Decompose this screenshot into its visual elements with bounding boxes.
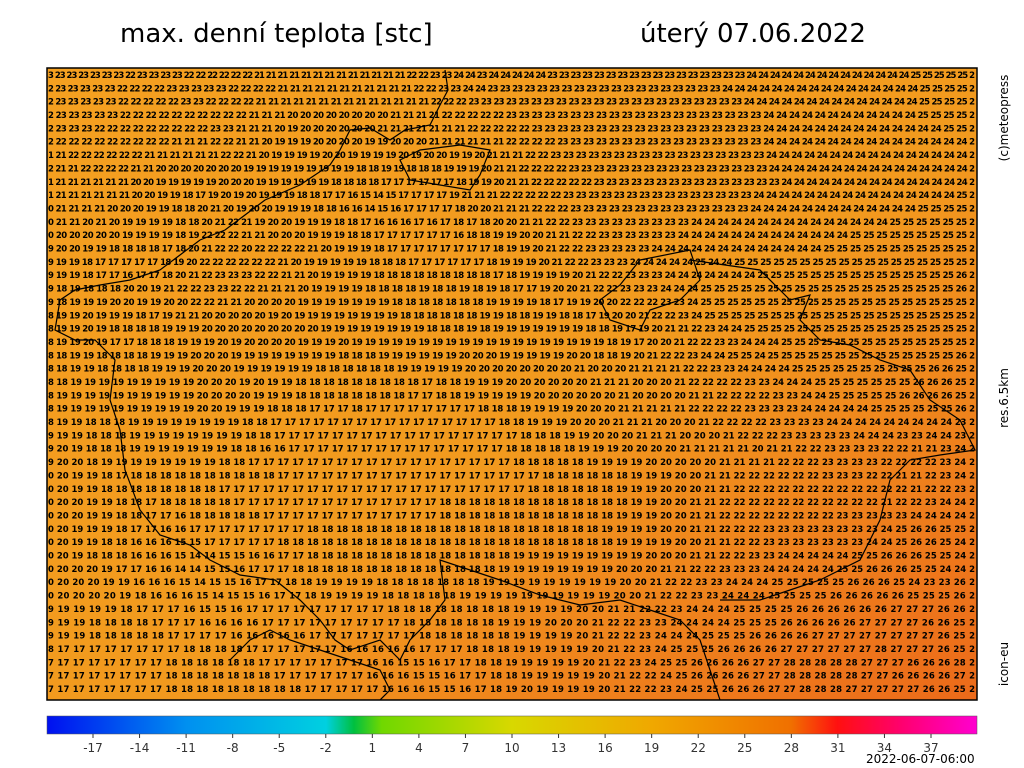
colorbar-tick-label: 10	[504, 741, 519, 755]
grid-row: 0 20 19 19 18 18 18 18 18 18 18 18 17 17…	[48, 485, 975, 495]
grid-row: 9 19 19 18 18 18 18 18 17 17 17 17 16 16…	[48, 632, 975, 642]
map-frame	[46, 67, 978, 701]
colorbar-tick-label: 28	[784, 741, 799, 755]
grid-row: 9 18 19 19 19 20 20 19 19 20 20 22 22 21…	[48, 298, 975, 308]
colorbar-tick-label: 13	[551, 741, 566, 755]
grid-row: 2 23 23 23 23 23 22 22 22 22 22 23 23 22…	[48, 98, 975, 108]
grid-row: 9 20 20 19 19 18 18 18 18 17 18 20 21 22…	[48, 245, 975, 255]
colorbar-tick-label: -5	[273, 741, 285, 755]
grid-row: 0 20 19 18 18 18 16 16 16 15 14 14 15 15…	[48, 552, 975, 562]
colorbar-tick-label: 4	[415, 741, 423, 755]
timestamp: 2022-06-07-06:00	[866, 752, 975, 766]
borders	[54, 69, 976, 700]
grid-row: 7 17 17 17 17 17 17 17 18 18 18 18 18 18…	[48, 672, 975, 682]
grid-row: 1 21 21 21 21 21 21 20 20 19 19 19 19 19…	[48, 178, 975, 188]
grid-row: 8 18 19 19 18 18 18 18 19 19 19 20 20 20…	[48, 351, 975, 361]
grid-row: 8 18 19 19 19 19 19 19 19 19 19 20 20 20…	[48, 378, 975, 388]
colorbar-tick-label: 22	[691, 741, 706, 755]
grid-row: 0 20 20 20 20 19 18 16 16 16 15 14 15 15…	[48, 592, 975, 602]
colorbar-tick-label: 34	[877, 741, 892, 755]
grid-row: 9 19 19 18 18 18 18 17 17 17 16 16 16 16…	[48, 618, 975, 628]
grid-row: 1 21 21 21 21 21 21 20 20 19 19 18 17 19…	[48, 191, 975, 201]
colorbar-tick-label: -2	[320, 741, 332, 755]
grid-row: 9 19 19 18 17 17 16 17 17 18 20 21 22 23…	[48, 271, 975, 281]
grid-row: 0 21 21 21 21 20 20 20 19 19 18 18 20 21…	[48, 204, 975, 214]
grid-row: 0 20 19 19 19 18 17 17 16 16 17 17 17 17…	[48, 525, 975, 535]
colorbar-tick-label: -8	[227, 741, 239, 755]
grid-row: 9 19 19 19 19 18 17 17 17 16 15 15 16 17…	[48, 605, 975, 615]
grid-row: 8 19 19 19 19 19 19 19 19 19 19 20 20 20…	[48, 391, 975, 401]
grid-row: 2 23 23 23 22 22 22 22 22 22 22 22 22 23…	[48, 124, 975, 134]
colorbar-tick-label: -11	[176, 741, 196, 755]
grid-row: 8 19 19 18 18 18 19 19 19 19 19 19 19 19…	[48, 418, 975, 428]
grid-row: 9 19 19 18 17 17 17 17 17 18 19 20 22 22…	[48, 258, 975, 268]
grid-row: 1 21 22 22 22 22 22 22 21 21 21 21 21 21…	[48, 151, 975, 161]
grid-row: 8 19 19 20 19 17 17 18 18 18 19 19 19 20…	[48, 338, 975, 348]
model: icon-eu	[997, 642, 1011, 686]
colorbar-tick-label: 37	[923, 741, 938, 755]
grid-row: 8 19 19 20 19 19 19 18 17 19 21 21 20 20…	[48, 311, 975, 321]
colorbar-tick-label: 16	[597, 741, 612, 755]
grid-row: 0 20 20 20 20 20 19 19 19 19 18 19 22 22…	[48, 231, 975, 241]
grid-row: 8 19 19 19 19 19 19 19 19 19 19 20 20 19…	[48, 405, 975, 415]
grid-row: 3 23 23 23 23 23 23 22 23 23 23 23 22 22…	[48, 71, 975, 81]
title: max. denní teplota [stc]	[120, 19, 433, 49]
colorbar-ticks: -17 -14 -11 -8 -5 -2 1 4 7 10 13 16 19 22 25 28 31 34 37	[83, 734, 939, 755]
grid-row: 0 20 20 20 19 17 17 16 16 14 14 15 15 16…	[48, 565, 975, 575]
grid-row: 8 18 19 19 18 18 18 18 19 19 19 20 20 20…	[48, 365, 975, 375]
grid-row: 8 17 17 17 17 17 17 17 17 18 18 18 18 17…	[48, 645, 975, 655]
copyright: (c)meteopress	[997, 75, 1011, 162]
grid-row: 0 20 20 19 19 18 18 17 18 18 18 18 18 17…	[48, 498, 975, 508]
grid-row: 0 20 19 19 18 17 18 18 18 18 18 18 18 18…	[48, 471, 975, 481]
grid-row: 2 21 21 22 22 22 22 21 21 20 20 20 20 20…	[48, 164, 975, 174]
colorbar-tick-label: 31	[830, 741, 845, 755]
value-grid: 3 23 23 23 23 23 23 22 23 23 23 23 22 22…	[48, 71, 975, 695]
grid-row: 7 17 17 17 17 17 17 17 18 18 18 18 18 18…	[48, 685, 975, 695]
grid-row: 2 22 22 22 22 22 22 22 22 22 21 21 21 22…	[48, 138, 975, 148]
grid-row: 2 23 23 23 23 23 22 22 22 22 22 22 22 22…	[48, 111, 975, 121]
colorbar-tick-label: -17	[83, 741, 103, 755]
grid-row: 2 23 23 23 23 23 22 22 22 22 23 23 23 23…	[48, 84, 975, 94]
grid-row: 9 20 19 18 18 18 19 19 19 19 19 19 19 18…	[48, 445, 975, 455]
colorbar-tick-label: -14	[130, 741, 150, 755]
map-background	[47, 68, 977, 700]
grid-row: 0 20 19 19 18 18 16 16 16 15 15 17 17 17…	[48, 538, 975, 548]
grid-row: 0 20 20 20 19 19 16 16 16 15 14 15 15 16…	[48, 578, 975, 588]
colorbar-tick-label: 19	[644, 741, 659, 755]
colorbar-tick-label: 1	[369, 741, 377, 755]
colorbar-tick-label: 25	[737, 741, 752, 755]
grid-row: 0 21 21 20 21 20 19 19 19 19 18 18 20 21…	[48, 218, 975, 228]
colorbar-tick-label: 7	[462, 741, 470, 755]
grid-row: 9 20 20 18 19 19 19 19 19 19 19 19 18 18…	[48, 458, 975, 468]
grid-row: 8 19 19 20 19 18 18 18 18 19 19 19 20 20…	[48, 325, 975, 335]
grid-row: 7 17 17 17 17 17 17 17 18 18 18 18 18 18…	[48, 658, 975, 668]
colorbar	[46, 715, 978, 735]
grid-row: 9 18 19 18 18 18 20 20 19 21 22 22 23 23…	[48, 285, 975, 295]
grid-row: 9 19 19 18 18 18 19 19 19 19 19 19 19 19…	[48, 431, 975, 441]
date: úterý 07.06.2022	[640, 19, 866, 49]
grid-row: 0 20 20 19 19 18 18 17 17 16 18 18 18 18…	[48, 511, 975, 521]
resolution: res.6.5km	[997, 368, 1011, 428]
